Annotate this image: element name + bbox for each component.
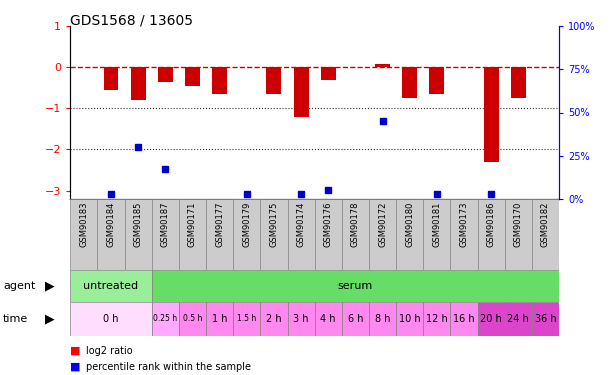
Bar bbox=[233, 199, 260, 270]
Text: 8 h: 8 h bbox=[375, 314, 390, 324]
Bar bbox=[70, 199, 97, 270]
Text: untreated: untreated bbox=[84, 281, 139, 291]
Text: 4 h: 4 h bbox=[321, 314, 336, 324]
Bar bbox=[185, 68, 200, 86]
Bar bbox=[484, 68, 499, 162]
Text: ■: ■ bbox=[70, 362, 81, 372]
Text: percentile rank within the sample: percentile rank within the sample bbox=[86, 362, 251, 372]
Bar bbox=[478, 199, 505, 270]
Bar bbox=[131, 68, 145, 100]
Bar bbox=[423, 199, 450, 270]
Bar bbox=[179, 199, 206, 270]
Text: GSM90182: GSM90182 bbox=[541, 202, 550, 247]
Bar bbox=[125, 199, 152, 270]
Bar bbox=[206, 199, 233, 270]
Bar bbox=[158, 68, 173, 82]
Bar bbox=[369, 199, 396, 270]
Text: GSM90181: GSM90181 bbox=[433, 202, 441, 247]
Text: 0.25 h: 0.25 h bbox=[153, 314, 177, 323]
Bar bbox=[396, 302, 423, 336]
Bar bbox=[294, 68, 309, 117]
Bar bbox=[260, 302, 288, 336]
Bar bbox=[152, 302, 179, 336]
Bar bbox=[342, 302, 369, 336]
Text: ▶: ▶ bbox=[45, 279, 54, 292]
Text: GSM90174: GSM90174 bbox=[296, 202, 306, 247]
Text: 6 h: 6 h bbox=[348, 314, 363, 324]
Text: 3 h: 3 h bbox=[293, 314, 309, 324]
Bar bbox=[288, 302, 315, 336]
Bar bbox=[532, 302, 559, 336]
Text: log2 ratio: log2 ratio bbox=[86, 346, 132, 355]
Text: GSM90177: GSM90177 bbox=[215, 202, 224, 247]
Bar bbox=[423, 302, 450, 336]
Bar bbox=[505, 199, 532, 270]
Text: GSM90183: GSM90183 bbox=[79, 202, 89, 247]
Text: GSM90170: GSM90170 bbox=[514, 202, 523, 247]
Bar bbox=[152, 270, 559, 302]
Text: GSM90180: GSM90180 bbox=[405, 202, 414, 247]
Bar bbox=[206, 302, 233, 336]
Bar bbox=[288, 199, 315, 270]
Text: 1 h: 1 h bbox=[212, 314, 227, 324]
Text: 0.5 h: 0.5 h bbox=[183, 314, 202, 323]
Text: GSM90175: GSM90175 bbox=[269, 202, 279, 247]
Bar bbox=[152, 199, 179, 270]
Text: 10 h: 10 h bbox=[399, 314, 420, 324]
Text: 1.5 h: 1.5 h bbox=[237, 314, 257, 323]
Bar bbox=[450, 302, 478, 336]
Text: 16 h: 16 h bbox=[453, 314, 475, 324]
Bar bbox=[212, 68, 227, 94]
Bar bbox=[70, 270, 152, 302]
Text: GSM90179: GSM90179 bbox=[243, 202, 251, 247]
Text: agent: agent bbox=[3, 281, 35, 291]
Text: 12 h: 12 h bbox=[426, 314, 448, 324]
Bar bbox=[315, 302, 342, 336]
Text: ▶: ▶ bbox=[45, 312, 54, 325]
Bar bbox=[478, 302, 505, 336]
Text: time: time bbox=[3, 314, 28, 324]
Bar bbox=[97, 199, 125, 270]
Text: 2 h: 2 h bbox=[266, 314, 282, 324]
Text: GSM90172: GSM90172 bbox=[378, 202, 387, 247]
Bar bbox=[233, 302, 260, 336]
Bar bbox=[315, 199, 342, 270]
Text: GSM90187: GSM90187 bbox=[161, 202, 170, 247]
Bar bbox=[505, 302, 532, 336]
Bar bbox=[179, 302, 206, 336]
Bar bbox=[321, 68, 335, 80]
Text: ■: ■ bbox=[70, 346, 81, 355]
Text: GSM90173: GSM90173 bbox=[459, 202, 469, 247]
Bar bbox=[430, 68, 444, 94]
Bar bbox=[402, 68, 417, 98]
Text: GSM90184: GSM90184 bbox=[106, 202, 115, 247]
Bar bbox=[70, 302, 152, 336]
Bar bbox=[511, 68, 526, 98]
Text: GDS1568 / 13605: GDS1568 / 13605 bbox=[70, 13, 193, 27]
Bar bbox=[532, 199, 559, 270]
Text: 20 h: 20 h bbox=[480, 314, 502, 324]
Bar bbox=[266, 68, 282, 94]
Text: GSM90186: GSM90186 bbox=[487, 202, 496, 247]
Text: 24 h: 24 h bbox=[508, 314, 529, 324]
Text: GSM90178: GSM90178 bbox=[351, 202, 360, 247]
Bar bbox=[260, 199, 288, 270]
Text: GSM90185: GSM90185 bbox=[134, 202, 142, 247]
Text: 36 h: 36 h bbox=[535, 314, 556, 324]
Bar bbox=[450, 199, 478, 270]
Text: GSM90171: GSM90171 bbox=[188, 202, 197, 247]
Bar bbox=[369, 302, 396, 336]
Text: 0 h: 0 h bbox=[103, 314, 119, 324]
Bar bbox=[375, 64, 390, 68]
Bar bbox=[103, 68, 119, 90]
Text: serum: serum bbox=[338, 281, 373, 291]
Text: GSM90176: GSM90176 bbox=[324, 202, 333, 247]
Bar bbox=[396, 199, 423, 270]
Bar bbox=[342, 199, 369, 270]
